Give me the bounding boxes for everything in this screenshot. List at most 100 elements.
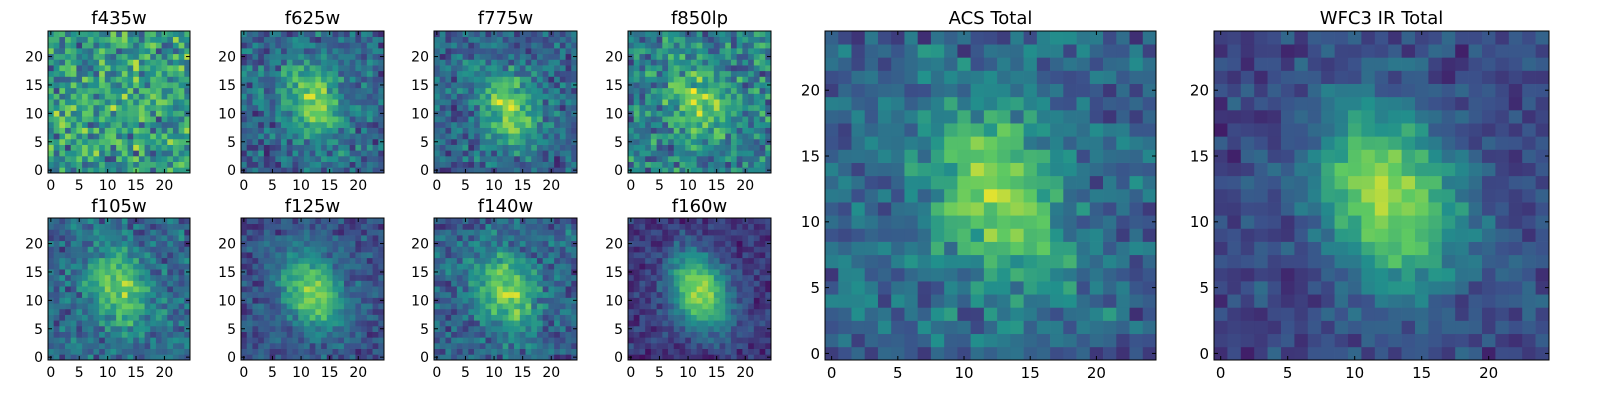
- heatmap-cell: [864, 31, 879, 45]
- heatmap-cell: [321, 121, 328, 128]
- heatmap-cell: [525, 82, 532, 89]
- heatmap-cell: [167, 36, 174, 43]
- heatmap-cell: [332, 348, 339, 355]
- heatmap-cell: [65, 286, 72, 293]
- heatmap-cell: [286, 110, 293, 117]
- heatmap-cell: [87, 48, 94, 55]
- heatmap-cell: [462, 48, 469, 55]
- heatmap-cell: [456, 82, 463, 89]
- heatmap-cell: [864, 215, 879, 229]
- heatmap-cell: [891, 241, 905, 256]
- heatmap-cell: [673, 82, 680, 89]
- heatmap-cell: [462, 308, 469, 315]
- heatmap-cell: [150, 314, 157, 321]
- heatmap-cell: [742, 138, 749, 145]
- heatmap-cell: [719, 76, 726, 83]
- heatmap-cell: [155, 138, 162, 145]
- heatmap-cell: [736, 110, 743, 117]
- heatmap-cell: [87, 116, 94, 123]
- heatmap-cell: [491, 116, 498, 123]
- heatmap-cell: [184, 36, 191, 43]
- heatmap-cell: [685, 161, 692, 168]
- heatmap-cell: [1089, 333, 1104, 348]
- heatmap-cell: [252, 303, 259, 310]
- heatmap-cell: [944, 175, 958, 190]
- heatmap-cell: [59, 59, 66, 66]
- heatmap-cell: [983, 228, 998, 242]
- heatmap-cell: [944, 241, 958, 256]
- heatmap-cell: [355, 42, 362, 49]
- heatmap-cell: [286, 235, 293, 242]
- heatmap-cell: [1036, 109, 1051, 124]
- heatmap-cell: [93, 308, 100, 315]
- heatmap-cell: [633, 87, 640, 94]
- heatmap-cell: [633, 53, 640, 60]
- heatmap-cell: [474, 297, 481, 304]
- heatmap-cell: [121, 127, 128, 134]
- heatmap-cell: [332, 280, 339, 287]
- heatmap-cell: [138, 342, 145, 349]
- y-tick-label: 5: [34, 135, 43, 151]
- heatmap-cell: [474, 70, 481, 77]
- heatmap-cell: [679, 31, 686, 38]
- heatmap-cell: [456, 161, 463, 168]
- heatmap-cell: [53, 274, 60, 281]
- heatmap-cell: [502, 348, 509, 355]
- heatmap-cell: [76, 252, 83, 259]
- heatmap-cell: [338, 240, 345, 247]
- heatmap-cell: [65, 110, 72, 117]
- heatmap-cell: [48, 70, 55, 77]
- heatmap-cell: [178, 235, 185, 242]
- heatmap-cell: [343, 76, 351, 83]
- heatmap-cell: [759, 104, 766, 111]
- heatmap-cell: [292, 325, 299, 332]
- heatmap-cell: [479, 291, 486, 298]
- heatmap-cell: [957, 175, 971, 190]
- heatmap-cell: [87, 161, 94, 168]
- heatmap-cell: [1023, 162, 1038, 177]
- heatmap-cell: [315, 144, 322, 151]
- heatmap-cell: [462, 314, 469, 321]
- heatmap-cell: [138, 229, 145, 236]
- heatmap-cell: [172, 308, 179, 315]
- heatmap-cell: [930, 202, 945, 216]
- heatmap-cell: [673, 144, 680, 151]
- heatmap-cell: [673, 93, 680, 100]
- heatmap-cell: [167, 59, 174, 66]
- heatmap-cell: [349, 348, 356, 355]
- heatmap-cell: [1036, 202, 1051, 216]
- heatmap-cell: [468, 280, 475, 287]
- heatmap-cell: [121, 257, 128, 264]
- heatmap-cell: [690, 167, 697, 174]
- heatmap-cell: [121, 280, 128, 287]
- heatmap-cell: [269, 303, 276, 310]
- heatmap-cell: [281, 76, 288, 83]
- heatmap-cell: [633, 70, 640, 77]
- heatmap-cell: [1142, 149, 1157, 163]
- heatmap-cell: [252, 70, 259, 77]
- heatmap-cell: [451, 308, 458, 315]
- heatmap-cell: [439, 348, 446, 355]
- heatmap-cell: [87, 218, 94, 225]
- heatmap-cell: [59, 325, 66, 332]
- heatmap-cell: [474, 59, 481, 66]
- heatmap-cell: [508, 337, 515, 344]
- heatmap-cell: [76, 229, 83, 236]
- heatmap-cell: [730, 48, 738, 55]
- heatmap-cell: [127, 76, 134, 83]
- heatmap-cell: [110, 291, 117, 298]
- heatmap-cell: [303, 144, 310, 151]
- heatmap-cell: [531, 144, 538, 151]
- heatmap-cell: [315, 48, 322, 55]
- heatmap-cell: [281, 150, 288, 157]
- heatmap-cell: [633, 161, 640, 168]
- heatmap-cell: [321, 53, 328, 60]
- heatmap-cell: [571, 337, 578, 344]
- heatmap-cell: [172, 36, 179, 43]
- heatmap-cell: [559, 48, 566, 55]
- heatmap-cell: [263, 297, 270, 304]
- heatmap-cell: [258, 36, 265, 43]
- heatmap-cell: [479, 337, 486, 344]
- heatmap-cell: [366, 167, 373, 174]
- heatmap-cell: [719, 82, 726, 89]
